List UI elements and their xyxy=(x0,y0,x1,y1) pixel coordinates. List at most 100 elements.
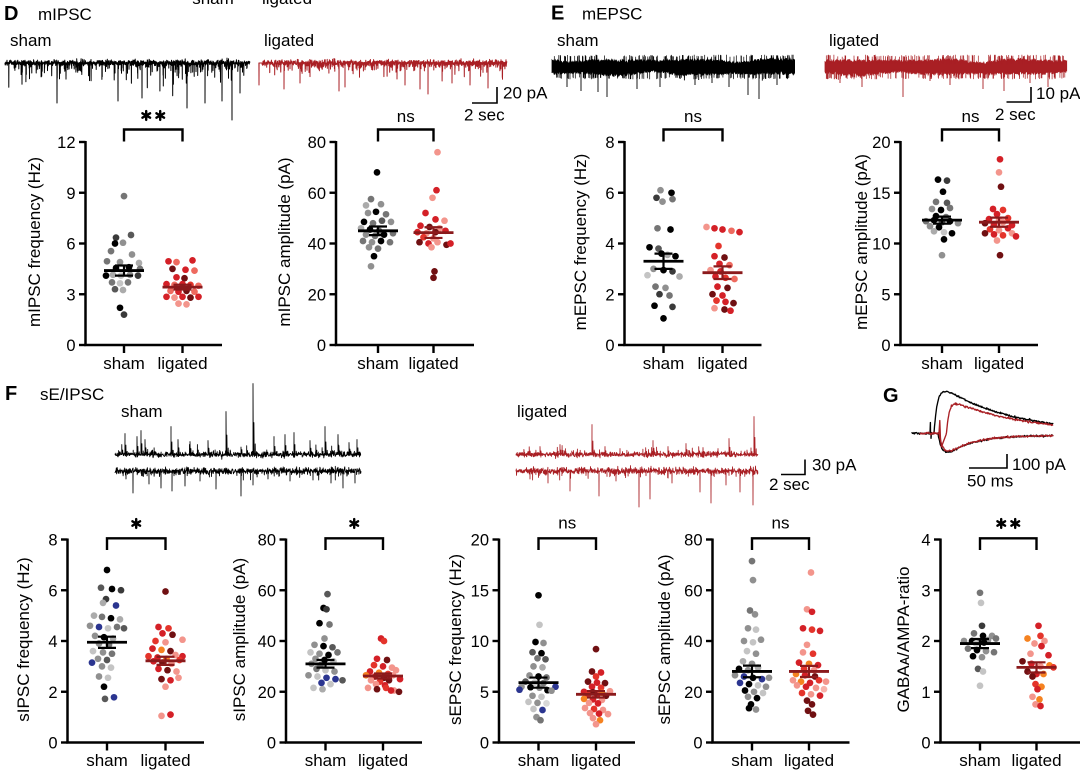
svg-text:ligated: ligated xyxy=(829,31,879,50)
svg-text:9: 9 xyxy=(66,185,75,203)
svg-text:ns: ns xyxy=(772,514,790,533)
svg-text:0: 0 xyxy=(921,735,930,753)
svg-text:0: 0 xyxy=(881,337,890,355)
svg-text:80: 80 xyxy=(684,532,702,550)
svg-text:mIPSC amplitude (pA): mIPSC amplitude (pA) xyxy=(275,157,294,326)
svg-text:sham: sham xyxy=(557,31,599,50)
svg-text:8: 8 xyxy=(605,134,614,152)
svg-text:2: 2 xyxy=(605,286,614,304)
svg-text:GABAᴀ/AMPA-ratio: GABAᴀ/AMPA-ratio xyxy=(894,566,913,712)
svg-text:15: 15 xyxy=(471,582,489,600)
svg-text:mEPSC amplitude (pA): mEPSC amplitude (pA) xyxy=(852,154,871,330)
svg-text:5: 5 xyxy=(881,286,890,304)
svg-text:0: 0 xyxy=(605,337,614,355)
svg-text:6: 6 xyxy=(66,236,75,254)
svg-text:20: 20 xyxy=(684,684,702,702)
svg-text:sIPSC amplitude (pA): sIPSC amplitude (pA) xyxy=(230,558,249,721)
svg-text:6: 6 xyxy=(605,185,614,203)
svg-text:60: 60 xyxy=(258,582,276,600)
svg-text:ligated: ligated xyxy=(408,354,458,373)
svg-text:ligated: ligated xyxy=(262,0,312,8)
svg-text:sham: sham xyxy=(121,402,163,421)
svg-text:3: 3 xyxy=(66,286,75,304)
svg-text:20: 20 xyxy=(258,684,276,702)
svg-text:12: 12 xyxy=(57,134,75,152)
svg-text:50 ms: 50 ms xyxy=(967,472,1013,491)
svg-text:100 pA: 100 pA xyxy=(1012,455,1067,474)
svg-text:ligated: ligated xyxy=(1011,751,1061,770)
svg-text:sham: sham xyxy=(305,751,347,770)
svg-text:sham: sham xyxy=(10,31,52,50)
svg-text:2 sec: 2 sec xyxy=(769,475,810,494)
svg-text:ns: ns xyxy=(397,107,415,126)
svg-text:2: 2 xyxy=(921,633,930,651)
svg-text:20: 20 xyxy=(872,134,890,152)
svg-text:3: 3 xyxy=(921,582,930,600)
svg-text:0: 0 xyxy=(267,735,276,753)
svg-text:mEPSC frequency (Hz): mEPSC frequency (Hz) xyxy=(571,154,590,331)
svg-text:40: 40 xyxy=(308,236,326,254)
svg-text:sham: sham xyxy=(103,354,145,373)
svg-text:sham: sham xyxy=(357,354,399,373)
svg-text:ligated: ligated xyxy=(358,751,408,770)
svg-text:60: 60 xyxy=(308,185,326,203)
svg-text:4: 4 xyxy=(48,633,57,651)
svg-text:sEPSC amplitude (pA): sEPSC amplitude (pA) xyxy=(655,554,674,724)
svg-text:8: 8 xyxy=(48,532,57,550)
svg-text:ligated: ligated xyxy=(264,31,314,50)
svg-text:80: 80 xyxy=(258,532,276,550)
svg-text:10 pA: 10 pA xyxy=(1036,84,1080,103)
svg-text:D: D xyxy=(4,3,18,25)
svg-text:10: 10 xyxy=(872,236,890,254)
svg-text:sham: sham xyxy=(959,751,1001,770)
svg-text:0: 0 xyxy=(66,337,75,355)
svg-text:sIPSC frequency (Hz): sIPSC frequency (Hz) xyxy=(14,557,33,721)
svg-text:60: 60 xyxy=(684,582,702,600)
svg-text:mEPSC: mEPSC xyxy=(582,5,642,24)
svg-text:1: 1 xyxy=(921,684,930,702)
svg-text:ligated: ligated xyxy=(517,402,567,421)
svg-text:E: E xyxy=(551,3,564,25)
svg-text:mIPSC: mIPSC xyxy=(38,5,92,24)
svg-text:ligated: ligated xyxy=(140,751,190,770)
svg-text:0: 0 xyxy=(317,337,326,355)
svg-text:sE/IPSC: sE/IPSC xyxy=(40,385,104,404)
svg-text:sham: sham xyxy=(643,354,685,373)
svg-text:ligated: ligated xyxy=(974,354,1024,373)
svg-text:4: 4 xyxy=(605,236,614,254)
svg-text:0: 0 xyxy=(48,735,57,753)
svg-text:80: 80 xyxy=(308,134,326,152)
svg-text:20: 20 xyxy=(471,532,489,550)
svg-text:ligated: ligated xyxy=(157,354,207,373)
svg-text:30 pA: 30 pA xyxy=(812,456,857,475)
svg-text:sham: sham xyxy=(921,354,963,373)
svg-text:F: F xyxy=(5,383,17,405)
svg-text:15: 15 xyxy=(872,185,890,203)
svg-text:sEPSC frequency (Hz): sEPSC frequency (Hz) xyxy=(446,554,465,725)
svg-text:20: 20 xyxy=(308,286,326,304)
svg-text:5: 5 xyxy=(480,684,489,702)
svg-text:sham: sham xyxy=(86,751,128,770)
svg-text:sham: sham xyxy=(192,0,234,8)
svg-text:ns: ns xyxy=(684,107,702,126)
svg-text:10: 10 xyxy=(471,633,489,651)
svg-text:20 pA: 20 pA xyxy=(503,84,548,103)
svg-text:ligated: ligated xyxy=(571,751,621,770)
svg-text:ns: ns xyxy=(558,514,576,533)
svg-text:2 sec: 2 sec xyxy=(995,105,1036,124)
svg-text:0: 0 xyxy=(480,735,489,753)
svg-text:40: 40 xyxy=(258,633,276,651)
svg-text:2 sec: 2 sec xyxy=(464,106,505,125)
svg-text:0: 0 xyxy=(693,735,702,753)
svg-text:6: 6 xyxy=(48,582,57,600)
svg-text:ligated: ligated xyxy=(697,354,747,373)
svg-text:ns: ns xyxy=(962,107,980,126)
svg-text:mIPSC frequency (Hz): mIPSC frequency (Hz) xyxy=(25,157,44,327)
svg-text:2: 2 xyxy=(48,684,57,702)
svg-text:ligated: ligated xyxy=(784,751,834,770)
svg-text:sham: sham xyxy=(731,751,773,770)
svg-text:G: G xyxy=(883,385,899,407)
svg-text:40: 40 xyxy=(684,633,702,651)
svg-text:4: 4 xyxy=(921,532,930,550)
svg-text:sham: sham xyxy=(518,751,560,770)
